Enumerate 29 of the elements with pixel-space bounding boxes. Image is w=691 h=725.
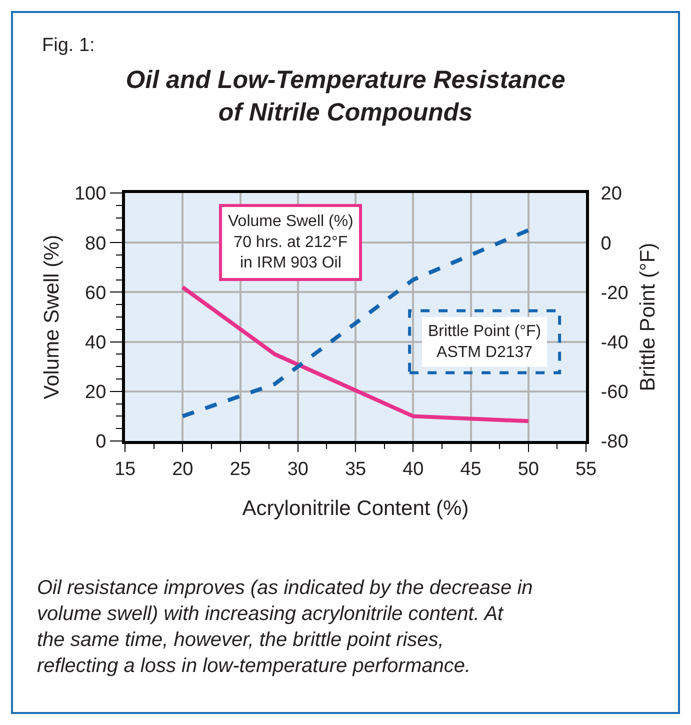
y2-tick-label: -80 [600, 432, 628, 453]
y-tick-label: 20 [85, 382, 106, 404]
x-tick-label: 15 [114, 458, 136, 480]
caption: Fig. 1: [42, 35, 95, 56]
y-tick-label: 60 [85, 282, 106, 304]
x-tick-label: 35 [344, 458, 366, 480]
x-tick-label: 25 [230, 458, 251, 480]
x-tick-label: 55 [575, 458, 597, 480]
y-tick-label: 40 [85, 332, 106, 354]
text: Volume Swell (%) 70 hrs. at 212°F in IRM 903 Oil [228, 213, 354, 272]
y2-axis-title: Brittle Point (°F) [636, 242, 660, 392]
x-tick-label: 30 [287, 458, 308, 480]
y2-tick-label: -20 [600, 282, 628, 304]
x-axis-title: Acrylonitrile Content (%) [242, 497, 469, 520]
y2-tick-label: 0 [600, 233, 612, 254]
y2-tick-label: -60 [600, 382, 628, 404]
y-tick-label: 100 [74, 184, 106, 205]
text: Oil resistance improves (as indicated by the decrease in volume swell) with increasing acrylonitrile content. At the same time, however, the brittle point rises, reflecting a loss in low-temperature performance. [37, 577, 533, 677]
y-axis-title: Volume Swell (%) [40, 234, 64, 400]
y-tick-label: 0 [96, 432, 106, 453]
y2-tick-label: -40 [600, 332, 628, 354]
chart-title: Oil and Low-Temperature Resistance of Nitrile Compounds [126, 66, 566, 126]
y2-tick-label: 20 [600, 184, 622, 205]
x-tick-label: 45 [460, 458, 482, 480]
x-tick-label: 20 [172, 458, 194, 480]
x-tick-label: 40 [402, 458, 424, 480]
x-tick-label: 50 [518, 458, 539, 480]
y-tick-label: 80 [85, 233, 106, 254]
text: Brittle Point (°F) ASTM D2137 [428, 323, 542, 361]
